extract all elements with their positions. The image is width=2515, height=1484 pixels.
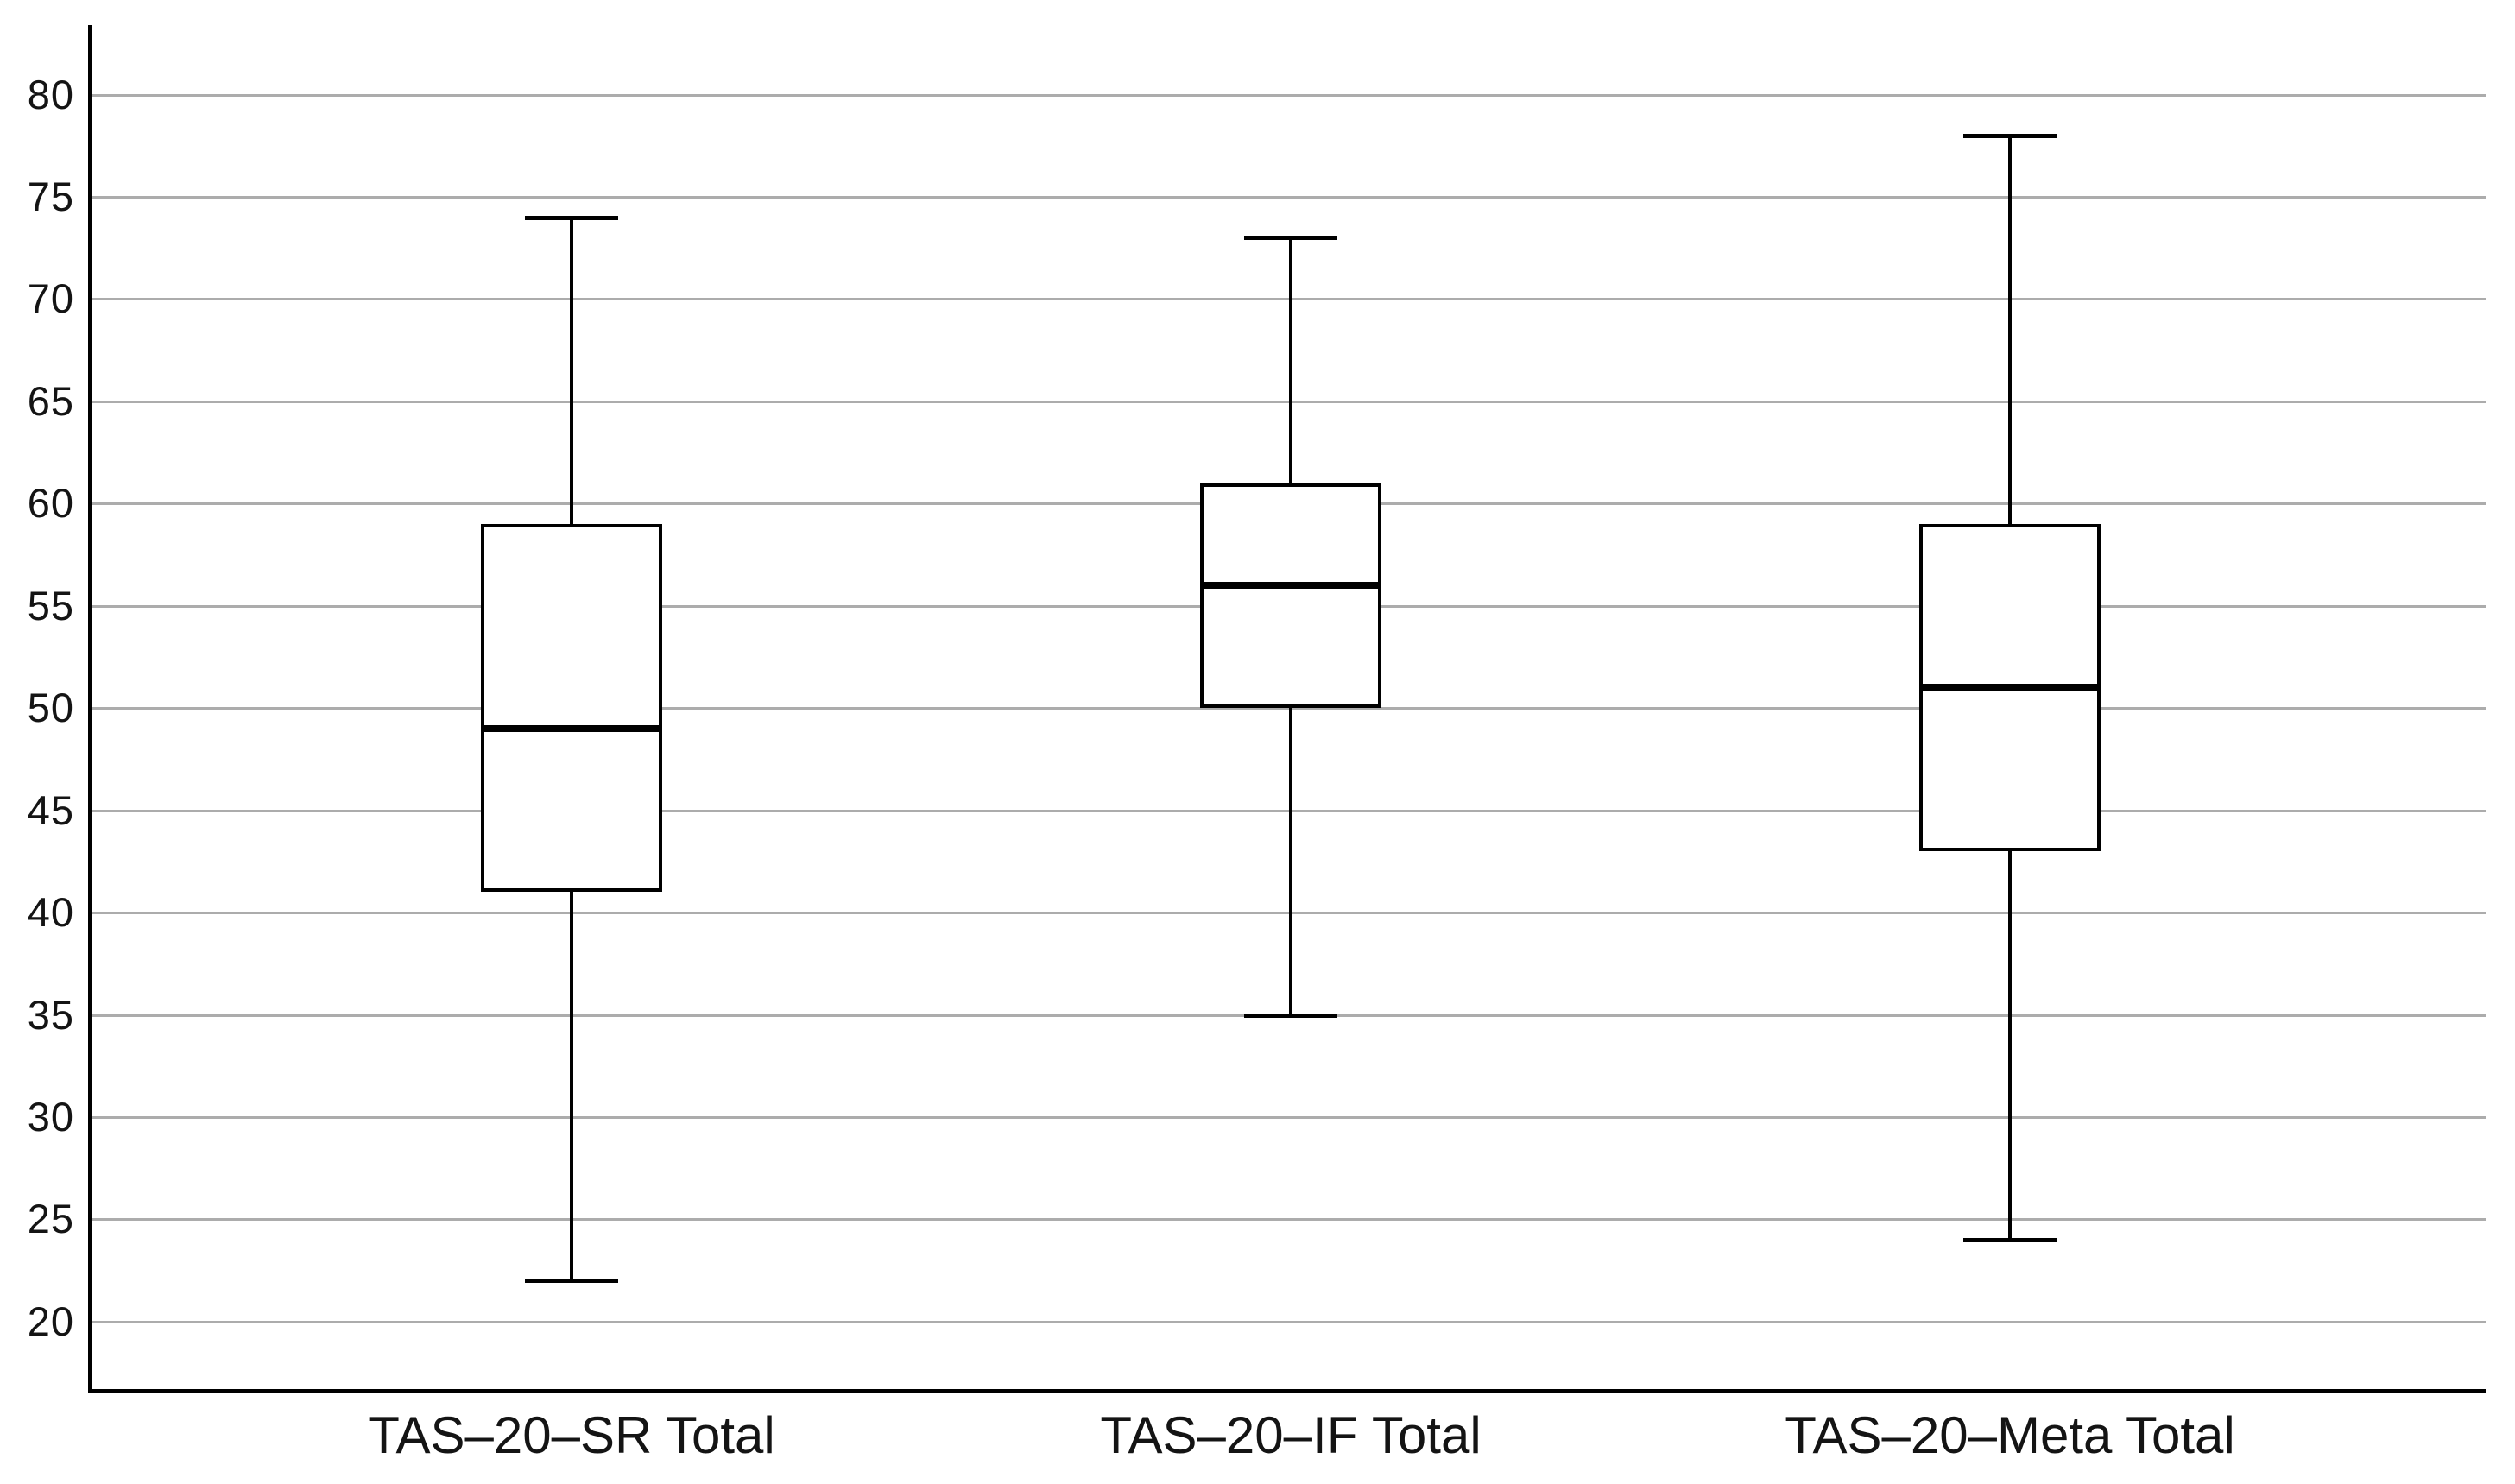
whisker-lower-cap-tas-20-meta-total [1963,1238,2057,1243]
whisker-upper-cap-tas-20-sr-total [525,215,618,220]
whisker-lower-line-tas-20-sr-total [570,892,573,1281]
x-axis-label: TAS–20–Meta Total [1785,1406,2235,1464]
y-axis-tick-label: 20 [27,1298,74,1344]
whisker-upper-line-tas-20-meta-total [2008,135,2012,524]
y-axis-tick-label: 50 [27,685,74,731]
gridline [90,298,2486,301]
whisker-upper-line-tas-20-if-total [1289,237,1292,483]
y-axis-tick-label: 55 [27,582,74,628]
median-line-tas-20-sr-total [483,724,660,732]
y-axis-tick-label: 80 [27,71,74,117]
gridline [90,1115,2486,1119]
iqr-box-tas-20-sr-total [481,523,662,893]
gridline [90,400,2486,403]
y-axis-tick-label: 35 [27,991,74,1038]
median-line-tas-20-meta-total [1921,684,2099,691]
gridline [90,195,2486,199]
whisker-lower-line-tas-20-if-total [1289,708,1292,1015]
gridline [90,809,2486,812]
iqr-box-tas-20-if-total [1200,483,1381,709]
y-axis-tick-label: 65 [27,377,74,424]
y-axis-tick-label: 25 [27,1196,74,1242]
y-axis-tick-label: 30 [27,1093,74,1140]
x-axis-label: TAS–20–SR Total [368,1406,775,1464]
median-line-tas-20-if-total [1202,582,1380,590]
y-axis-line [88,25,92,1393]
x-axis-label: TAS–20–IF Total [1100,1406,1482,1464]
gridline [90,707,2486,710]
y-axis-tick-label: 70 [27,275,74,322]
whisker-upper-cap-tas-20-meta-total [1963,133,2057,138]
whisker-upper-cap-tas-20-if-total [1244,236,1337,241]
whisker-lower-cap-tas-20-sr-total [525,1279,618,1284]
gridline [90,93,2486,97]
whisker-lower-cap-tas-20-if-total [1244,1013,1337,1018]
y-axis-tick-label: 40 [27,889,74,936]
x-axis-line [88,1389,2486,1393]
whisker-upper-line-tas-20-sr-total [570,217,573,524]
whisker-lower-line-tas-20-meta-total [2008,851,2012,1241]
gridline [90,1218,2486,1222]
gridline [90,912,2486,915]
y-axis-tick-label: 60 [27,480,74,527]
y-axis-tick-label: 75 [27,173,74,219]
gridline [90,1320,2486,1323]
y-axis-tick-label: 45 [27,786,74,833]
